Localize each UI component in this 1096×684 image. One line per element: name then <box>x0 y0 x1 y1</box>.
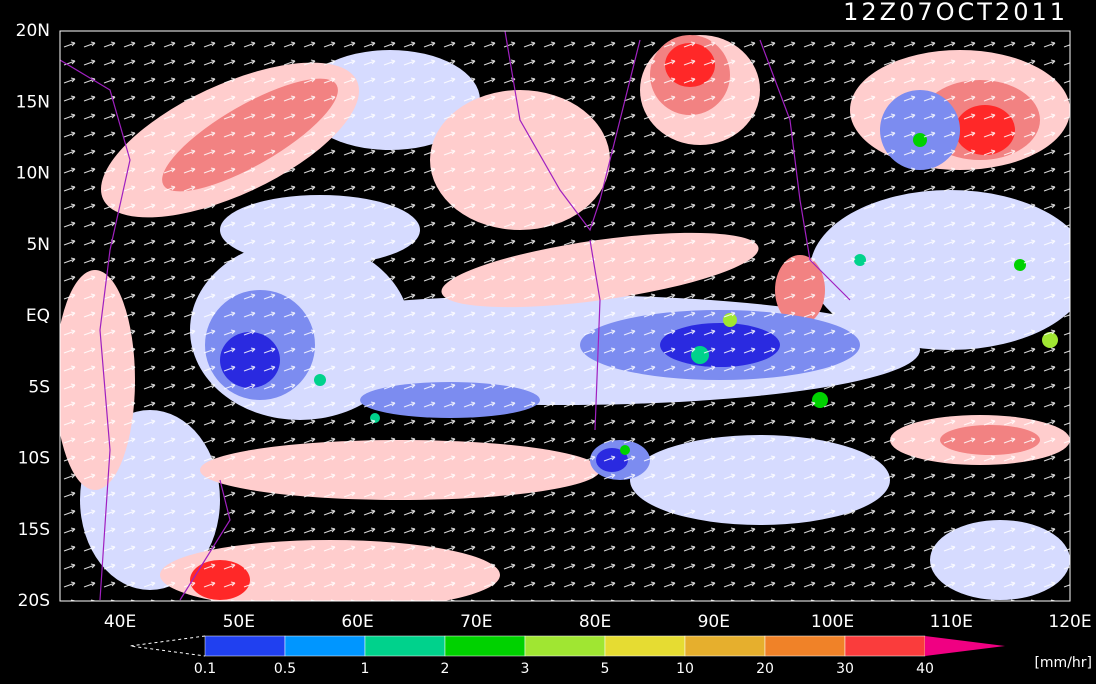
latitude-labels: 20N 15N 10N 5N EQ 5S 10S 15S 20S <box>16 21 50 611</box>
colorbar-segment <box>364 635 446 657</box>
lon-label: 120E <box>1048 612 1091 632</box>
colorbar-segment <box>284 635 366 657</box>
lon-label: 100E <box>811 612 854 632</box>
lon-label: 70E <box>460 612 492 632</box>
colorbar-unit: [mm/hr] <box>1034 655 1092 671</box>
lon-label: 60E <box>341 612 373 632</box>
colorbar-under <box>129 635 206 657</box>
colorbar-segment <box>764 635 846 657</box>
lon-label: 110E <box>930 612 973 632</box>
lat-label: 5N <box>26 235 50 255</box>
coastlines <box>60 31 851 601</box>
map-title: 12Z07OCT2011 <box>843 0 1068 26</box>
colorbar-segment <box>604 635 686 657</box>
lon-label: 50E <box>223 612 255 632</box>
colorbar-label: 0.5 <box>274 661 296 677</box>
colorbar-label: 40 <box>916 661 934 677</box>
colorbar-segment <box>844 635 926 657</box>
lon-label: 80E <box>579 612 611 632</box>
lat-label: 10S <box>18 449 50 469</box>
colorbar-label: 30 <box>836 661 854 677</box>
map-field <box>60 31 1070 601</box>
lat-label: 20S <box>18 591 50 611</box>
colorbar-segment <box>684 635 766 657</box>
colorbar-label: 10 <box>676 661 694 677</box>
lat-label: 5S <box>28 377 50 397</box>
lat-label: 20N <box>16 21 50 41</box>
colorbar-segment <box>444 635 526 657</box>
lat-label: EQ <box>26 306 50 326</box>
colorbar: 0.1 0.5 1 2 3 5 10 20 30 40 [mm/hr] <box>129 635 1092 677</box>
colorbar-label: 0.1 <box>194 661 216 677</box>
lon-label: 40E <box>104 612 136 632</box>
colorbar-over <box>925 636 1005 656</box>
colorbar-label: 3 <box>521 661 530 677</box>
colorbar-label: 1 <box>361 661 370 677</box>
colorbar-segment <box>524 635 606 657</box>
colorbar-label: 2 <box>441 661 450 677</box>
colorbar-label: 5 <box>601 661 610 677</box>
lat-label: 15S <box>18 520 50 540</box>
lon-label: 90E <box>698 612 730 632</box>
map-frame <box>59 30 1071 602</box>
lat-label: 10N <box>16 164 50 184</box>
wind-vectors <box>60 31 1070 601</box>
lat-label: 15N <box>16 92 50 112</box>
colorbar-label: 20 <box>756 661 774 677</box>
longitude-labels: 40E 50E 60E 70E 80E 90E 100E 110E 120E <box>104 612 1092 632</box>
colorbar-segment <box>204 635 286 657</box>
